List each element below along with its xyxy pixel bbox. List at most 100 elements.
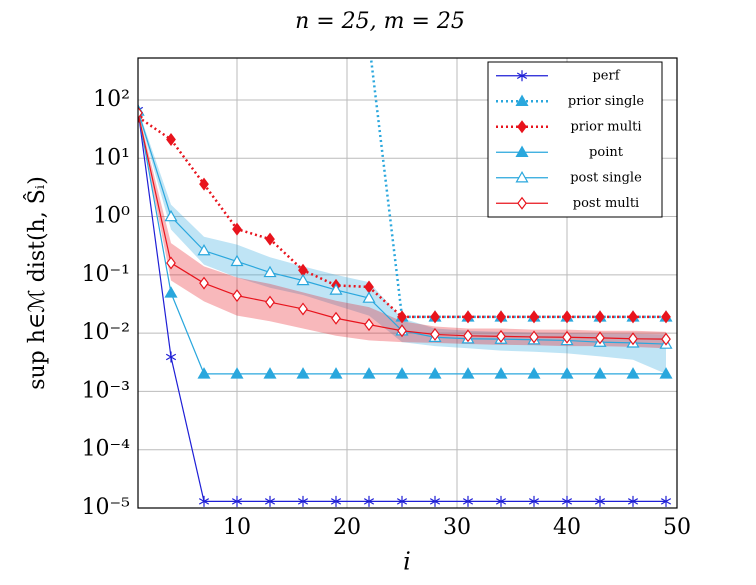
marker xyxy=(395,367,409,379)
marker xyxy=(363,495,375,507)
marker xyxy=(199,177,209,191)
marker xyxy=(628,310,638,324)
marker xyxy=(331,36,342,46)
marker xyxy=(461,367,475,379)
legend-label: prior single xyxy=(568,94,645,109)
marker xyxy=(364,36,375,46)
marker xyxy=(298,302,308,316)
marker xyxy=(560,367,574,379)
marker xyxy=(331,311,341,325)
marker xyxy=(197,243,211,256)
marker xyxy=(661,332,671,346)
legend-marker xyxy=(517,120,527,134)
marker xyxy=(296,367,310,379)
legend-marker xyxy=(517,196,527,210)
marker xyxy=(329,367,343,379)
legend-marker xyxy=(515,145,529,157)
marker xyxy=(660,495,672,507)
marker xyxy=(330,495,342,507)
y-axis-label: sup h∈ℳ dist(h, Ŝᵢ) xyxy=(23,176,50,390)
marker xyxy=(561,495,573,507)
marker xyxy=(463,310,473,324)
marker xyxy=(230,367,244,379)
marker xyxy=(230,254,244,267)
marker xyxy=(165,351,177,363)
band xyxy=(138,110,666,349)
marker xyxy=(232,36,243,46)
marker xyxy=(362,367,376,379)
x-axis-label: i xyxy=(403,548,411,576)
legend: perf prior single prior multi point post sin… xyxy=(487,61,663,218)
plot-frame xyxy=(137,57,678,509)
marker xyxy=(199,36,210,46)
y-tick-label: 10⁻³ xyxy=(82,378,130,403)
marker xyxy=(297,495,309,507)
marker xyxy=(593,367,607,379)
legend-label: post multi xyxy=(573,196,639,211)
marker xyxy=(528,495,540,507)
marker xyxy=(562,310,572,324)
marker xyxy=(428,367,442,379)
y-tick-label: 10⁻¹ xyxy=(82,262,130,287)
marker xyxy=(265,232,275,246)
marker xyxy=(364,318,374,332)
legend-label: perf xyxy=(592,68,620,83)
marker xyxy=(296,273,310,286)
legend-marker xyxy=(515,94,529,106)
x-tick-label: 40 xyxy=(553,515,581,540)
marker xyxy=(265,36,276,46)
marker xyxy=(463,329,473,343)
legend-marker xyxy=(515,171,529,183)
marker xyxy=(430,327,440,341)
marker xyxy=(494,367,508,379)
marker xyxy=(627,495,639,507)
y-tick-label: 10⁻⁵ xyxy=(82,495,130,520)
legend-marker xyxy=(516,70,528,82)
x-tick-label: 50 xyxy=(663,515,691,540)
marker xyxy=(595,331,605,345)
marker xyxy=(462,495,474,507)
marker xyxy=(429,495,441,507)
series-line xyxy=(138,115,666,319)
x-tick-label: 10 xyxy=(223,515,251,540)
marker xyxy=(529,310,539,324)
marker xyxy=(628,332,638,346)
legend-label: point xyxy=(589,145,624,160)
marker xyxy=(166,36,177,46)
marker xyxy=(265,295,275,309)
x-tick-label: 20 xyxy=(333,515,361,540)
legend-label: post single xyxy=(570,170,642,185)
y-tick-label: 10⁻² xyxy=(82,320,130,345)
marker xyxy=(198,495,210,507)
marker xyxy=(661,310,671,324)
marker xyxy=(397,324,407,338)
marker xyxy=(529,330,539,344)
marker xyxy=(231,495,243,507)
marker xyxy=(595,310,605,324)
legend-label: prior multi xyxy=(570,119,641,134)
marker xyxy=(138,106,143,120)
marker xyxy=(264,495,276,507)
marker xyxy=(626,367,640,379)
marker xyxy=(496,329,506,343)
marker xyxy=(430,310,440,324)
marker xyxy=(164,209,178,222)
marker xyxy=(397,310,407,324)
legend-box xyxy=(487,61,663,218)
marker xyxy=(166,256,176,270)
marker xyxy=(396,495,408,507)
marker xyxy=(298,36,309,46)
y-tick-label: 10² xyxy=(93,87,130,112)
marker xyxy=(232,289,242,303)
marker xyxy=(495,495,507,507)
marker xyxy=(199,276,209,290)
marker xyxy=(197,367,211,379)
y-tick-label: 10¹ xyxy=(93,145,130,170)
chart-title: n = 25, m = 25 xyxy=(295,9,465,34)
x-tick-label: 30 xyxy=(443,515,471,540)
marker xyxy=(659,367,673,379)
lines xyxy=(138,36,673,507)
marker xyxy=(263,367,277,379)
marker xyxy=(166,132,176,146)
